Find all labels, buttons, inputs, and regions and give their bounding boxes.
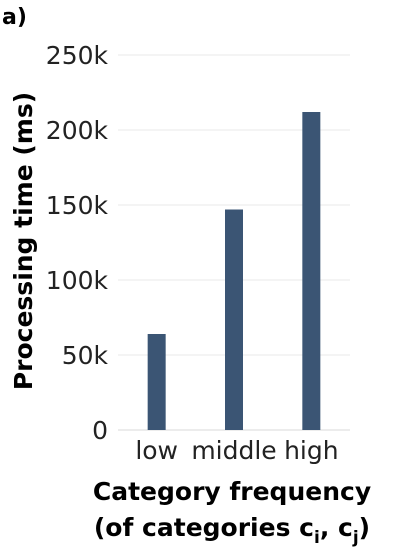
x-tick-label-middle: middle	[191, 436, 276, 465]
x-axis-title-mid: , c	[320, 513, 353, 542]
x-tick-labels: low middle high	[135, 436, 338, 465]
y-tick-label: 150k	[46, 191, 109, 220]
panel-label: a)	[2, 5, 27, 30]
y-axis-title: Processing time (ms)	[9, 92, 38, 390]
x-axis-subscript-j: j	[352, 528, 359, 548]
x-tick-label-high: high	[284, 436, 339, 465]
y-tick-label: 0	[92, 416, 108, 445]
bars	[147, 112, 321, 430]
bar-high	[302, 112, 321, 430]
bar-middle	[225, 209, 243, 430]
x-axis-title-suffix: )	[359, 513, 370, 542]
x-axis-title-line2: (of categories ci, cj)	[94, 513, 370, 548]
y-tick-labels: 0 50k 100k 150k 200k 250k	[46, 41, 109, 445]
x-tick-label-low: low	[135, 436, 178, 465]
y-tick-label: 50k	[62, 341, 109, 370]
x-axis-title-prefix: (of categories c	[94, 513, 314, 542]
y-tick-label: 200k	[46, 116, 109, 145]
x-axis-title-line1: Category frequency	[93, 477, 371, 506]
bar-low	[147, 334, 166, 430]
y-tick-label: 100k	[46, 266, 109, 295]
x-axis-subscript-i: i	[314, 528, 320, 548]
y-tick-label: 250k	[46, 41, 109, 70]
